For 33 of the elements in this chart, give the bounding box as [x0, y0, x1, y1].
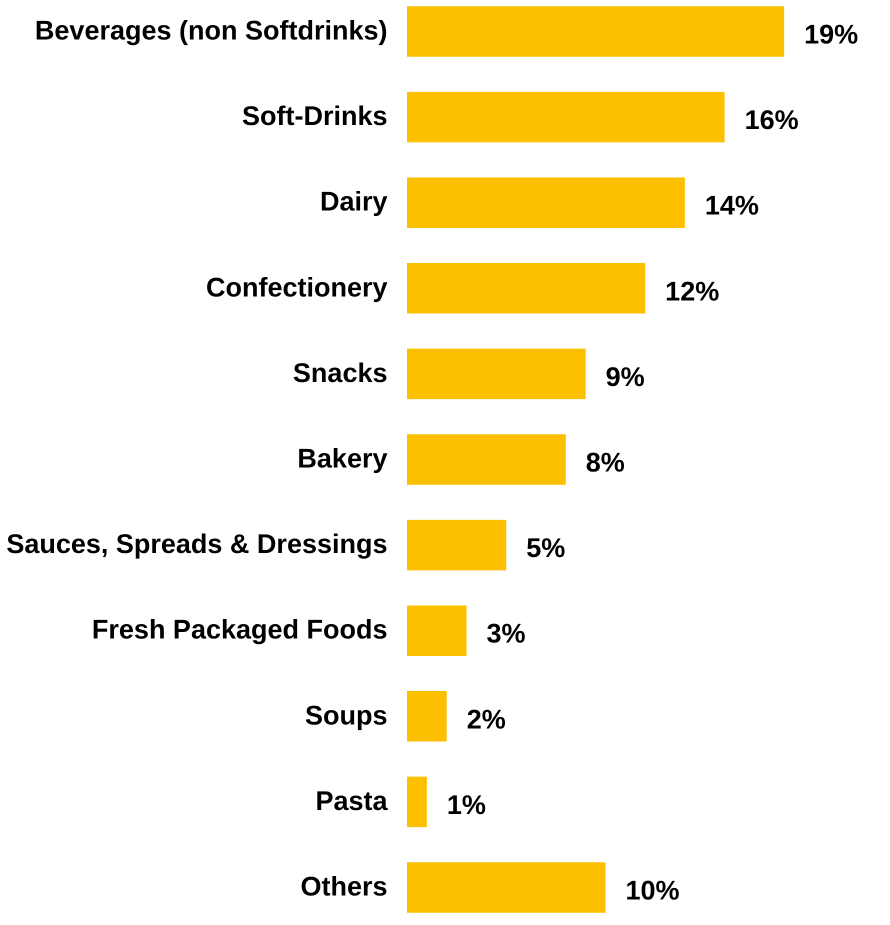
data-label: 3% — [486, 618, 526, 649]
data-label: 2% — [466, 704, 506, 734]
y-tick-label: Sauces, Spreads & Dressings — [6, 529, 388, 560]
bar — [407, 691, 447, 742]
y-tick-label: Soups — [304, 700, 388, 730]
data-label: 12% — [665, 276, 720, 306]
data-label: 9% — [606, 362, 645, 392]
y-tick-label: Confectionery — [206, 272, 388, 302]
bar — [407, 177, 685, 228]
y-tick-label: Fresh Packaged Foods — [92, 614, 388, 645]
y-tick-label: Snacks — [292, 358, 388, 388]
data-label: 10% — [625, 875, 680, 906]
bar — [407, 605, 467, 656]
y-tick-label: Others — [300, 871, 388, 902]
bar — [407, 263, 646, 314]
data-label: 19% — [804, 20, 858, 50]
bar — [407, 92, 725, 142]
bar — [407, 434, 566, 485]
bar — [407, 862, 606, 913]
bar — [407, 776, 427, 828]
y-tick-label: Beverages (non Softdrinks) — [34, 16, 388, 46]
data-label: 8% — [586, 448, 625, 478]
data-label: 14% — [704, 190, 759, 221]
y-tick-label: Bakery — [297, 444, 388, 474]
y-tick-label: Dairy — [320, 186, 388, 217]
y-tick-label: Pasta — [315, 786, 388, 816]
data-label: 1% — [446, 790, 486, 820]
y-tick-label: Soft-Drinks — [242, 101, 388, 132]
data-label: 5% — [526, 533, 566, 564]
bar — [407, 6, 784, 57]
bar — [407, 520, 506, 570]
bar — [407, 348, 586, 400]
data-label: 16% — [744, 105, 799, 136]
